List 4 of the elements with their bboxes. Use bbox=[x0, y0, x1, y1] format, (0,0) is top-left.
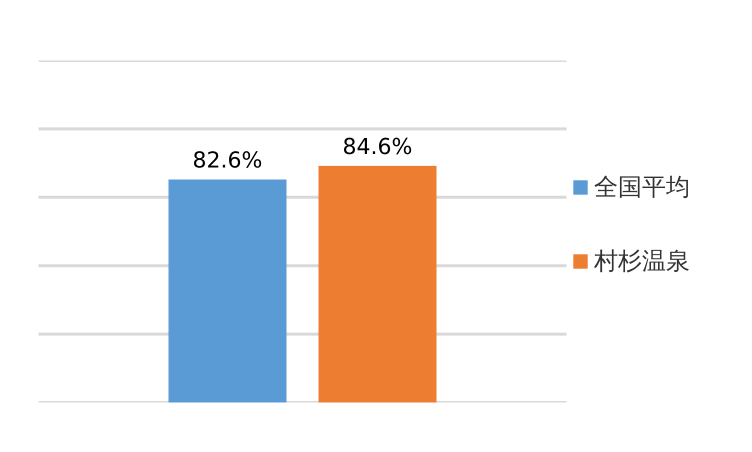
data-label: 82.6% bbox=[192, 148, 262, 174]
legend-label: 村杉温泉 bbox=[594, 246, 690, 277]
legend-label: 全国平均 bbox=[594, 172, 690, 203]
data-label: 84.6% bbox=[342, 134, 412, 160]
